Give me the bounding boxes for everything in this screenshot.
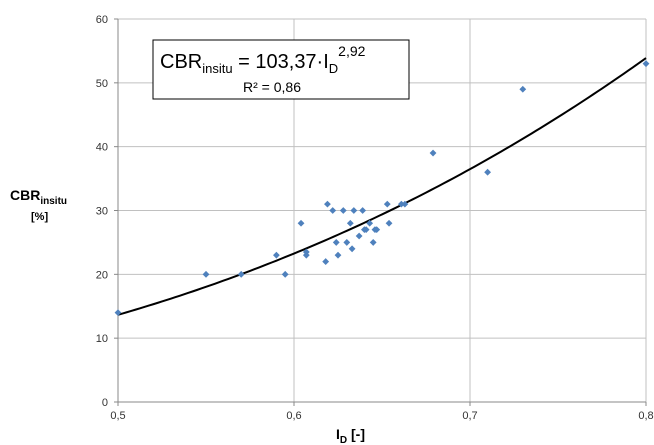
data-points [114,60,650,317]
data-point [401,200,409,208]
data-point [297,219,305,227]
data-point [642,60,650,68]
data-point [273,251,280,259]
data-point [373,226,381,234]
data-point [348,245,356,253]
r-squared-text: R² = 0,86 [243,79,301,95]
data-point [329,207,337,214]
y-axis-unit: [%] [31,211,48,223]
data-point [322,258,330,265]
y-tick-label: 60 [96,14,108,26]
data-point [484,168,491,176]
data-point [350,207,358,214]
data-point [332,239,340,246]
x-tick-label: 0,7 [462,410,477,422]
chart-tick-labels: 0 10 20 30 40 50 60 0,5 0,6 0,7 0,8 [96,14,654,422]
equation-box-frame [152,39,410,100]
data-point [369,239,377,246]
equation-text: CBRinsitu = 103,37·ID2,92 [160,43,366,76]
data-point [281,270,289,278]
x-axis-title: ID [-] [336,426,365,445]
data-point [237,270,245,278]
y-tick-label: 20 [96,269,108,281]
equation-box: CBRinsitu = 103,37·ID2,92 R² = 0,86 [152,39,410,100]
data-point [355,232,363,240]
x-tick-label: 0,6 [286,410,301,422]
y-axis-title: CBRinsitu [10,187,67,207]
data-point [343,239,351,246]
y-tick-label: 10 [96,333,108,345]
data-point [114,309,122,317]
y-tick-label: 50 [96,78,108,90]
x-tick-label: 0,5 [110,410,125,422]
data-point [385,219,393,227]
y-tick-label: 0 [102,397,108,409]
y-tick-label: 40 [96,142,108,154]
data-point [334,251,342,259]
trendline-group [117,57,647,316]
data-point [366,219,374,227]
data-point [429,149,437,157]
chart-axes [114,18,647,406]
data-point [324,200,331,208]
data-point [359,207,367,214]
data-point [346,219,354,227]
data-point [302,248,310,256]
data-point [362,226,370,234]
power-trendline [117,57,647,316]
x-tick-label: 0,8 [638,410,653,422]
data-point [383,200,391,208]
data-point [397,200,405,208]
data-point [202,270,210,278]
y-tick-label: 30 [96,206,108,218]
data-point [339,207,347,214]
data-point [519,85,527,93]
